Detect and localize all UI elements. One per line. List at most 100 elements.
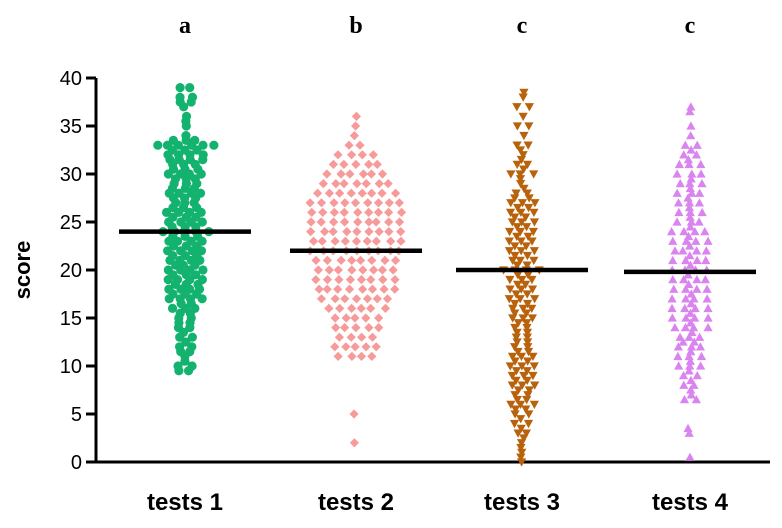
data-point: [509, 419, 520, 429]
data-point: [366, 169, 377, 179]
data-point: [513, 347, 523, 357]
data-point: [328, 227, 338, 237]
data-point: [344, 284, 355, 294]
y-tick-label: 20: [60, 260, 82, 282]
data-point: [364, 227, 374, 237]
data-point: [318, 179, 328, 189]
data-point: [528, 352, 538, 361]
data-point: [328, 159, 339, 169]
data-point: [687, 169, 697, 178]
data-point: [511, 189, 521, 198]
data-point: [507, 381, 517, 390]
data-point: [324, 303, 334, 313]
data-point: [322, 169, 332, 179]
data-point: [523, 343, 533, 352]
data-point: [523, 232, 533, 241]
data-point: [692, 255, 702, 265]
data-point: [355, 255, 366, 265]
data-point: [512, 328, 522, 337]
data-point: [174, 366, 184, 376]
data-point: [667, 313, 677, 322]
data-point: [672, 217, 682, 226]
data-point: [382, 294, 393, 304]
data-point: [505, 208, 516, 217]
data-point: [513, 203, 523, 213]
data-point: [361, 179, 371, 189]
data-point: [340, 294, 350, 304]
data-point: [524, 410, 534, 419]
data-point: [692, 275, 702, 284]
data-point: [522, 376, 532, 385]
data-point: [703, 313, 713, 322]
data-point: [192, 145, 202, 155]
data-point: [668, 275, 678, 284]
data-point: [350, 342, 360, 352]
data-point: [528, 371, 538, 381]
significance-letter: a: [179, 13, 191, 39]
data-point: [331, 323, 341, 333]
data-point: [390, 284, 400, 294]
data-point: [512, 395, 522, 405]
data-point: [515, 170, 525, 179]
data-point: [368, 265, 379, 275]
data-point: [701, 246, 711, 255]
data-point: [368, 150, 378, 160]
data-point: [355, 140, 365, 150]
data-point: [351, 236, 362, 246]
data-point: [701, 255, 711, 265]
data-point: [356, 303, 366, 313]
data-point: [668, 236, 678, 245]
data-point: [506, 199, 516, 208]
data-point: [522, 189, 532, 198]
data-point: [681, 294, 691, 303]
data-point: [371, 342, 381, 352]
data-point: [396, 227, 406, 237]
data-point: [366, 303, 376, 313]
data-point: [350, 313, 360, 323]
data-point: [163, 169, 173, 179]
data-point: [209, 140, 219, 150]
data-point: [505, 275, 515, 285]
data-point: [667, 303, 677, 313]
data-point: [527, 285, 538, 294]
data-point: [521, 223, 532, 232]
data-point: [681, 284, 691, 293]
data-point: [339, 207, 349, 217]
data-point: [511, 405, 521, 414]
data-point: [683, 270, 693, 279]
data-point: [508, 256, 518, 265]
data-point: [680, 303, 690, 313]
data-point: [508, 314, 518, 323]
data-point: [530, 199, 540, 208]
data-point: [181, 121, 191, 131]
data-point: [336, 255, 346, 265]
data-point: [377, 169, 388, 179]
significance-letter: c: [685, 13, 696, 39]
data-point: [367, 332, 378, 342]
data-point: [357, 150, 367, 160]
data-point: [350, 121, 361, 131]
data-point: [685, 260, 696, 269]
data-point: [394, 217, 405, 227]
y-axis: 0 5 10 15 20 25 30 35 40: [60, 68, 98, 474]
data-point: [186, 97, 196, 107]
data-point: [674, 207, 684, 217]
data-point: [673, 351, 683, 361]
data-point: [513, 319, 523, 328]
data-point: [518, 151, 528, 160]
data-point: [516, 453, 526, 462]
data-point: [356, 275, 367, 285]
mean-lines: [119, 229, 756, 275]
data-point: [684, 198, 695, 207]
data-point: [334, 275, 344, 285]
data-point: [675, 179, 685, 188]
data-point: [527, 304, 537, 313]
data-point: [686, 390, 696, 399]
data-point: [668, 255, 678, 265]
data-point: [510, 357, 520, 366]
data-point: [316, 217, 326, 227]
data-point: [351, 294, 362, 304]
data-point: [689, 380, 699, 389]
data-point: [524, 203, 534, 213]
data-point: [690, 227, 700, 236]
